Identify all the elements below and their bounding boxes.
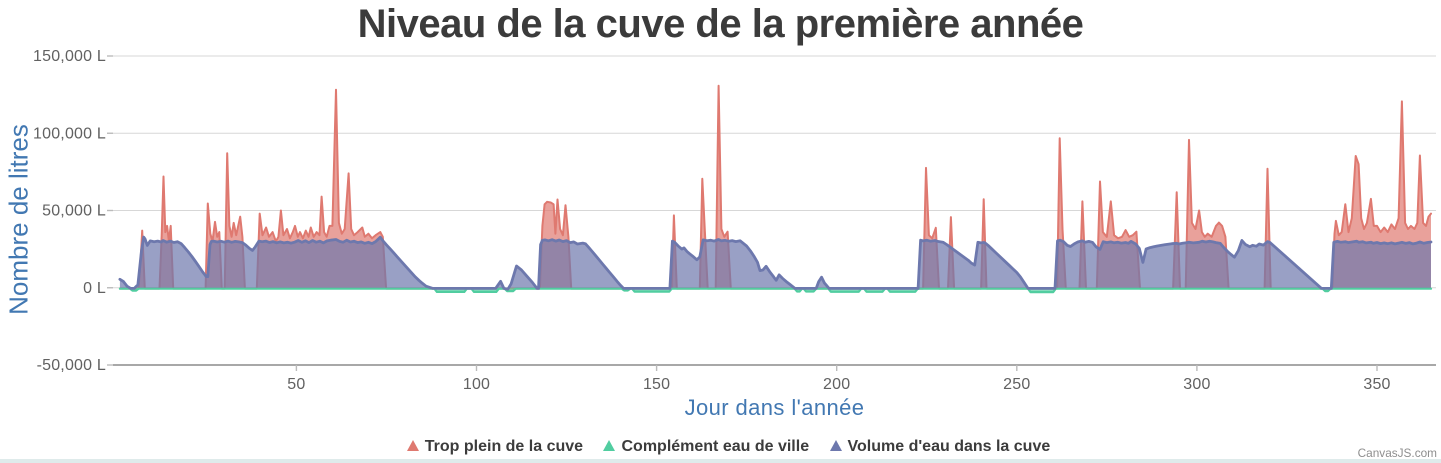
svg-text:0 L: 0 L [83, 280, 106, 297]
svg-text:350: 350 [1363, 376, 1390, 393]
svg-text:100: 100 [463, 376, 490, 393]
svg-text:250: 250 [1003, 376, 1030, 393]
svg-text:150: 150 [643, 376, 670, 393]
svg-text:200: 200 [823, 376, 850, 393]
svg-text:150,000 L: 150,000 L [33, 48, 106, 65]
svg-text:50: 50 [287, 376, 305, 393]
svg-text:50,000 L: 50,000 L [42, 203, 106, 220]
svg-text:100,000 L: 100,000 L [33, 125, 106, 142]
svg-text:-50,000 L: -50,000 L [37, 357, 106, 374]
svg-text:300: 300 [1183, 376, 1210, 393]
